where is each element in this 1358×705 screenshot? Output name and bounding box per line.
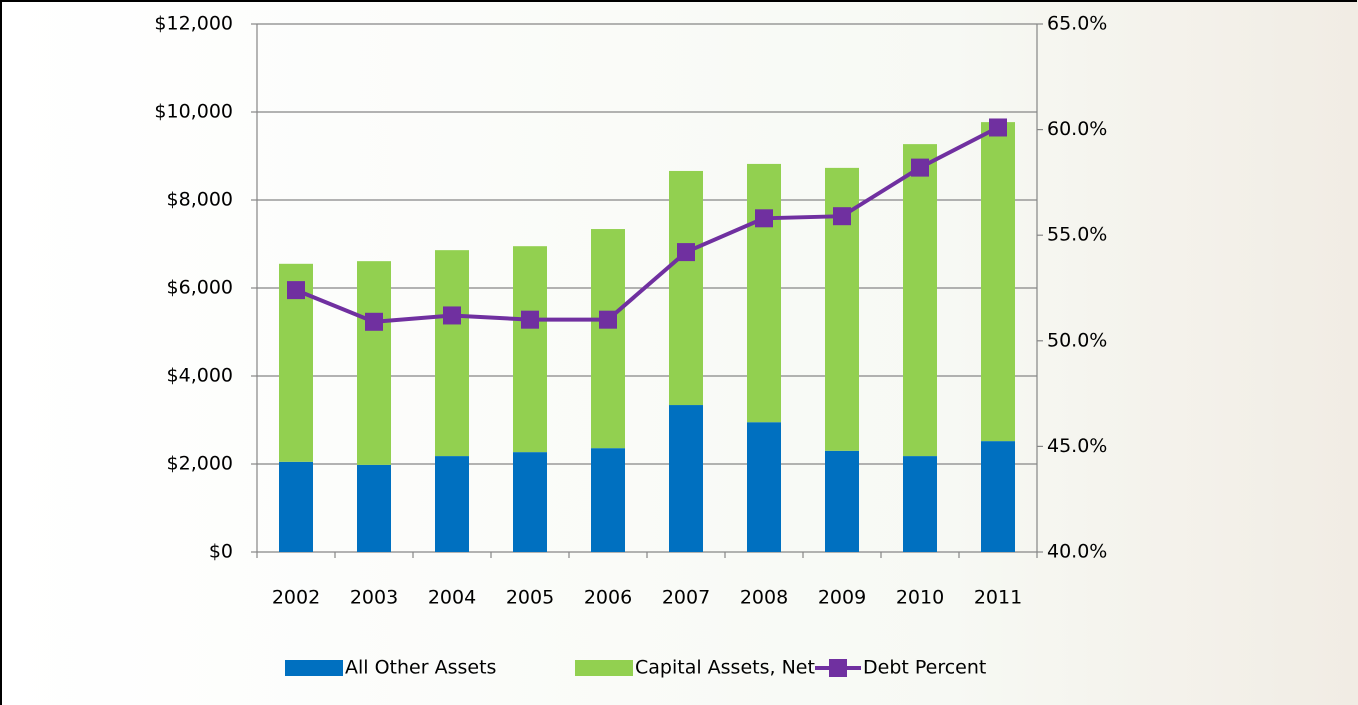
bar — [747, 163, 781, 423]
bar — [981, 122, 1015, 442]
x-tick-label: 2009 — [818, 587, 866, 609]
bar — [669, 170, 703, 406]
bar — [591, 448, 625, 552]
legend-swatch — [285, 660, 343, 676]
y-tick-label: $4,000 — [167, 365, 233, 387]
legend-swatch — [829, 659, 847, 677]
bar — [435, 250, 469, 457]
x-tick-label: 2002 — [272, 587, 320, 609]
x-tick-label: 2006 — [584, 587, 632, 609]
bar — [747, 422, 781, 552]
bar — [981, 441, 1015, 552]
y2-tick-label: 60.0% — [1047, 118, 1107, 140]
bar — [903, 456, 937, 552]
x-tick-label: 2003 — [350, 587, 398, 609]
y2-tick-label: 55.0% — [1047, 224, 1107, 246]
bar — [435, 456, 469, 552]
y-tick-label: $10,000 — [154, 101, 233, 123]
bar — [357, 261, 391, 465]
line — [295, 125, 999, 324]
bar — [513, 452, 547, 552]
y-tick-label: $8,000 — [167, 189, 233, 211]
y2-tick-label: 45.0% — [1047, 435, 1107, 457]
legend-label: Capital Assets, Net — [635, 657, 815, 679]
x-tick-label: 2007 — [662, 587, 710, 609]
bar — [591, 229, 625, 449]
y2-tick-label: 40.0% — [1047, 541, 1107, 563]
bar — [357, 464, 391, 552]
legend-label: All Other Assets — [345, 657, 496, 679]
marker — [911, 158, 929, 177]
bar — [903, 144, 937, 457]
x-tick-label: 2008 — [740, 587, 788, 609]
bar — [279, 461, 313, 552]
marker — [365, 312, 383, 331]
marker — [989, 118, 1007, 137]
y2-tick-label: 50.0% — [1047, 329, 1107, 351]
x-tick-label: 2005 — [506, 587, 554, 609]
marker — [677, 243, 695, 262]
marker — [599, 310, 617, 329]
x-tick-label: 2011 — [974, 587, 1022, 609]
bar — [825, 450, 859, 552]
marker — [521, 310, 539, 329]
marker — [287, 281, 305, 300]
y-tick-label: $6,000 — [167, 277, 233, 299]
marker — [755, 209, 773, 228]
bar — [669, 405, 703, 552]
legend-swatch — [575, 660, 633, 676]
x-tick-label: 2004 — [428, 587, 476, 609]
y-tick-label: $12,000 — [154, 13, 233, 35]
y-tick-label: $2,000 — [167, 453, 233, 475]
x-tick-label: 2010 — [896, 587, 944, 609]
bar — [513, 246, 547, 453]
marker — [833, 207, 851, 226]
y-tick-label: $0 — [209, 541, 233, 563]
legend-label: Debt Percent — [863, 657, 986, 679]
y2-tick-label: 65.0% — [1047, 13, 1107, 35]
marker — [443, 306, 461, 325]
